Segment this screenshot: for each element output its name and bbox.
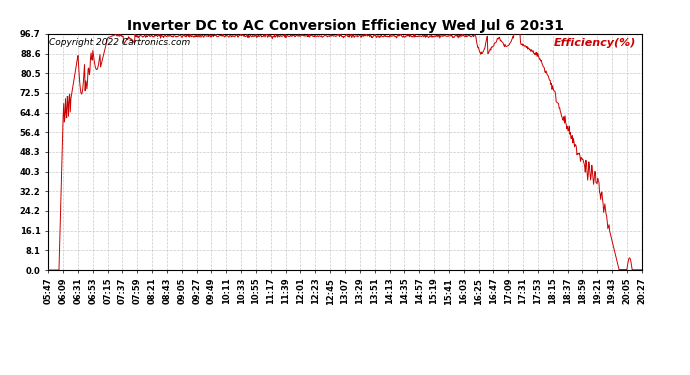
Text: Copyright 2022 Cartronics.com: Copyright 2022 Cartronics.com <box>50 39 190 48</box>
Title: Inverter DC to AC Conversion Efficiency Wed Jul 6 20:31: Inverter DC to AC Conversion Efficiency … <box>126 19 564 33</box>
Text: Efficiency(%): Efficiency(%) <box>553 39 635 48</box>
